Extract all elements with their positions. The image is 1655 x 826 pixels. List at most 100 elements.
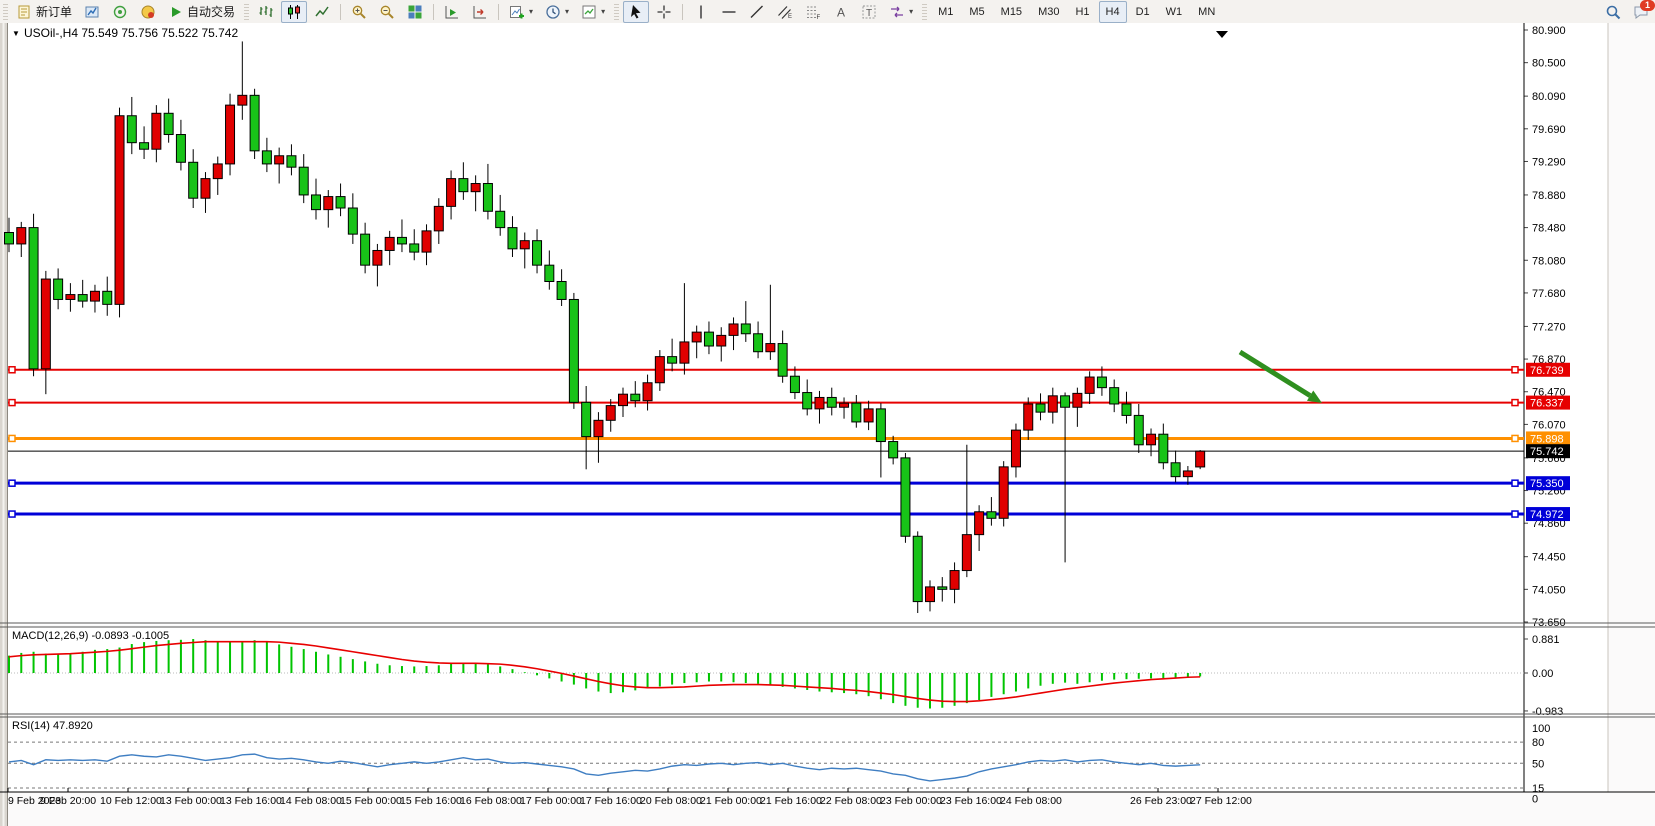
candle-body — [40, 278, 51, 370]
candle-body — [851, 402, 862, 423]
new-chart-icon[interactable]: ▾ — [504, 1, 538, 23]
time-tick-label: 14 Feb 08:00 — [280, 795, 342, 807]
market-watch-icon[interactable] — [79, 1, 105, 23]
period-icon[interactable]: ▾ — [540, 1, 574, 23]
bar-chart-type-icon[interactable] — [253, 1, 279, 23]
dropdown-caret-icon[interactable]: ▾ — [601, 7, 606, 16]
candle-body — [212, 163, 223, 180]
candle-body — [421, 230, 432, 253]
text-icon[interactable]: A — [828, 1, 854, 23]
chart-window[interactable]: 80.900 80.500 80.090 79.690 79.290 78.880 78.4… — [0, 23, 1655, 826]
main-pane[interactable] — [8, 23, 1524, 625]
timeframe-h4-button[interactable]: H4 — [1098, 0, 1127, 23]
trend-arrow[interactable] — [1238, 349, 1312, 398]
candlestick-chart-type-icon[interactable] — [281, 0, 308, 23]
hline-handle[interactable] — [1511, 366, 1519, 374]
dropdown-caret-icon[interactable]: ▾ — [909, 7, 914, 16]
timeframe-w1-button[interactable]: W1 — [1165, 5, 1183, 18]
dropdown-caret-icon[interactable]: ▾ — [529, 7, 534, 16]
candle-body — [16, 227, 27, 245]
dropdown-caret-icon[interactable]: ▾ — [565, 7, 570, 16]
timeframe-m1-button[interactable]: M1 — [938, 5, 954, 18]
templates-icon[interactable]: ▾ — [576, 1, 610, 23]
price-label-text: 76.739 — [1530, 365, 1564, 377]
candle-body — [998, 466, 1009, 519]
candle-body — [274, 155, 285, 165]
cursor-icon[interactable] — [623, 0, 650, 23]
time-tick-label: 21 Feb 16:00 — [760, 795, 822, 807]
time-tick-label: 20 Feb 08:00 — [640, 795, 702, 807]
hline-handle[interactable] — [8, 434, 16, 443]
toolbar-separator — [433, 3, 435, 20]
chart-shift-marker[interactable] — [1216, 31, 1228, 38]
chart-shift-icon[interactable] — [467, 1, 493, 23]
candle-body — [1084, 376, 1095, 394]
candle-body — [605, 405, 616, 421]
arrows-icon[interactable]: ▾ — [884, 1, 918, 23]
signal-icon[interactable] — [135, 1, 161, 23]
timeframe-m5-button[interactable]: M5 — [969, 5, 985, 18]
candle-body — [1072, 392, 1083, 408]
timeframe-d1-button[interactable]: D1 — [1135, 5, 1150, 18]
hline-handle[interactable] — [8, 398, 16, 407]
candle-body — [114, 115, 125, 305]
line-chart-type-icon[interactable] — [309, 1, 335, 23]
candle-body — [360, 233, 371, 266]
period-icon-glyph — [545, 4, 561, 20]
new-order-button[interactable]: 新订单 — [12, 1, 77, 23]
chart-shift-icon-glyph — [472, 4, 488, 20]
macd-signal-line — [8, 640, 1201, 703]
time-tick-label: 13 Feb 00:00 — [160, 795, 222, 807]
zoom-in-icon[interactable] — [346, 1, 372, 23]
crosshair-icon[interactable] — [651, 1, 677, 23]
hline-handle[interactable] — [1511, 479, 1519, 487]
horizontal-line-icon[interactable] — [716, 1, 742, 23]
symbol-dropdown-icon: ▼ — [12, 29, 20, 38]
candle-body — [716, 334, 727, 347]
equidistant-channel-icon-glyph: E — [777, 4, 793, 20]
hline-handle[interactable] — [1511, 434, 1519, 443]
equidistant-channel-icon[interactable]: E — [772, 1, 798, 23]
rsi-pane[interactable] — [8, 717, 1524, 792]
candle-body — [863, 408, 874, 423]
search-icon[interactable] — [1600, 1, 1626, 23]
zoom-out-icon[interactable] — [374, 1, 400, 23]
chart-canvas[interactable]: 80.900 80.500 80.090 79.690 79.290 78.880 78.4… — [0, 23, 1655, 826]
timeframe-m30-button[interactable]: M30 — [1038, 5, 1060, 18]
macd-pane[interactable] — [8, 628, 1524, 714]
data-window-icon[interactable] — [107, 1, 133, 23]
candle-body — [532, 240, 543, 266]
price-label-text: 75.898 — [1530, 433, 1564, 445]
hline-handle[interactable] — [8, 366, 16, 374]
auto-trading-glyph — [168, 4, 184, 20]
trendline-icon[interactable] — [744, 1, 770, 23]
auto-trading-button[interactable]: 自动交易 — [163, 1, 240, 23]
search-icon — [1605, 4, 1621, 20]
fibonacci-icon[interactable]: F — [800, 1, 826, 23]
timeframe-h1-button[interactable]: H1 — [1075, 5, 1090, 18]
vertical-line-icon[interactable] — [688, 1, 714, 23]
candle-body — [667, 356, 678, 364]
chat-icon[interactable]: 1 — [1628, 0, 1655, 23]
timeframe-mn-button[interactable]: MN — [1198, 5, 1216, 18]
price-label-text: 76.337 — [1530, 398, 1564, 410]
hline-handle[interactable] — [8, 479, 16, 487]
trend-arrow-head[interactable] — [1306, 390, 1322, 403]
text-label-icon[interactable]: T — [856, 1, 882, 23]
macd-tick-label: -0.983 — [1532, 706, 1563, 718]
timeframe-m15-button[interactable]: M15 — [1000, 5, 1023, 18]
tile-windows-icon[interactable] — [402, 1, 428, 23]
price-tick-label: 80.500 — [1532, 58, 1566, 70]
candle-body — [126, 115, 137, 144]
text-label-icon-glyph: T — [861, 4, 877, 20]
candle-body — [1195, 450, 1206, 468]
candle-body — [1182, 470, 1193, 478]
candle-body — [691, 331, 702, 343]
new-order-glyph — [17, 4, 33, 20]
auto-scroll-icon[interactable] — [439, 1, 465, 23]
hline-handle[interactable] — [1511, 510, 1519, 518]
hline-handle[interactable] — [1511, 398, 1519, 407]
hline-handle[interactable] — [8, 510, 16, 518]
data-window-icon-glyph — [112, 4, 128, 20]
trendline-icon-glyph — [749, 4, 765, 20]
